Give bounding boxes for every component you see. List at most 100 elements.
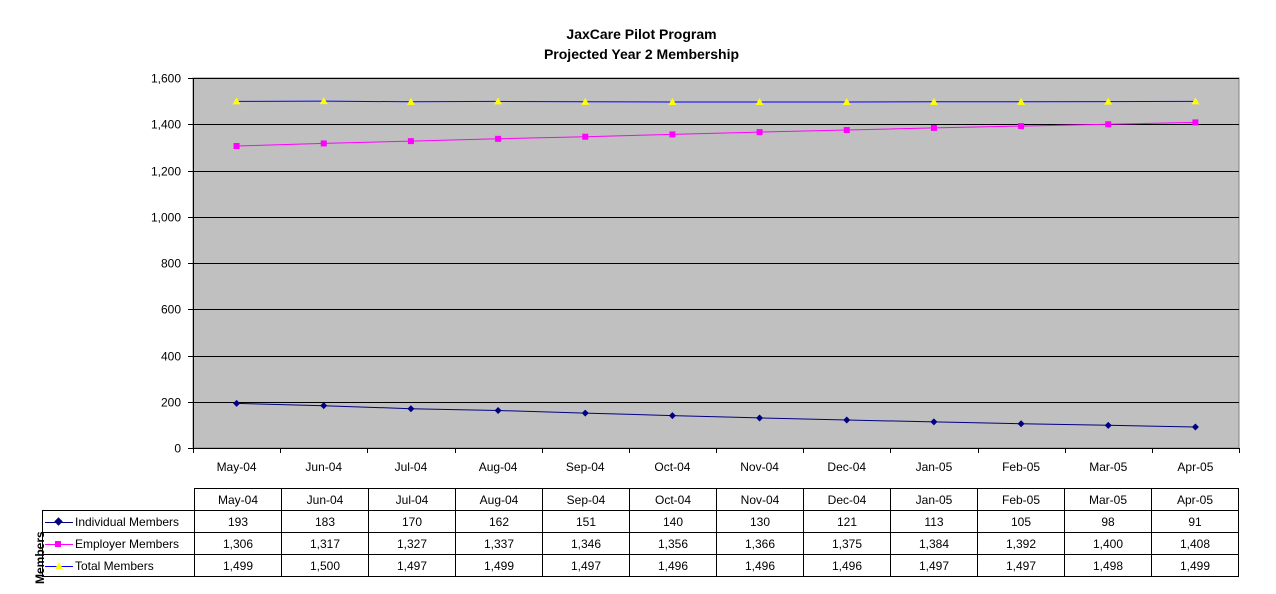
y-tick-label: 1,600: [151, 72, 181, 86]
data-point-diamond: [581, 409, 589, 417]
table-cell: 91: [1151, 510, 1239, 533]
table-cell: 98: [1064, 510, 1152, 533]
chart-subtitle: Projected Year 2 Membership: [543, 46, 740, 62]
x-tick-label: Feb-05: [1002, 460, 1040, 474]
data-point-square: [930, 124, 937, 131]
table-column-header: Aug-04: [455, 488, 543, 511]
data-point-square: [320, 140, 327, 147]
table-column-header: Jul-04: [368, 488, 456, 511]
series-line: [236, 100, 1196, 103]
data-point-triangle: [929, 97, 938, 105]
x-tick-label: Apr-05: [1177, 460, 1213, 474]
table-cell: 1,497: [542, 554, 630, 577]
table-cell: 1,498: [1064, 554, 1152, 577]
x-tick-label: Nov-04: [740, 460, 779, 474]
data-point-diamond: [1017, 420, 1025, 428]
x-tick-label: Jun-04: [305, 460, 342, 474]
series-line: [236, 121, 1196, 147]
data-point-diamond: [843, 416, 851, 424]
data-point-square: [582, 133, 589, 140]
table-cell: 1,496: [803, 554, 891, 577]
table-cell: 151: [542, 510, 630, 533]
data-point-diamond: [494, 407, 502, 415]
table-cell: 1,499: [194, 554, 282, 577]
table-column-header: Dec-04: [803, 488, 891, 511]
legend-key-label: Individual Members: [42, 510, 195, 533]
table-cell: 1,497: [890, 554, 978, 577]
legend-key-label: Total Members: [42, 554, 195, 577]
data-point-square: [495, 135, 502, 142]
y-tick-label: 400: [161, 350, 181, 364]
data-point-diamond: [1104, 421, 1112, 429]
data-point-square: [1105, 121, 1112, 128]
table-cell: 1,499: [455, 554, 543, 577]
x-tick-label: Mar-05: [1089, 460, 1127, 474]
data-point-triangle: [581, 97, 590, 105]
table-cell: 1,317: [281, 532, 369, 555]
x-tick-label: Oct-04: [654, 460, 690, 474]
series-name: Employer Members: [75, 536, 180, 551]
data-point-square: [1018, 123, 1025, 130]
y-tick-label: 1,200: [151, 165, 181, 179]
legend-key-label: Employer Members: [42, 532, 195, 555]
table-header-row: May-04 Jun-04 Jul-04 Aug-04 Sep-04 Oct-04 Nov-…: [43, 488, 1239, 511]
table-cell: 170: [368, 510, 456, 533]
data-point-diamond: [320, 402, 328, 410]
legend-key-square-icon: [45, 539, 73, 549]
data-point-diamond: [756, 414, 764, 422]
data-point-diamond: [668, 412, 676, 420]
y-tick-label: 800: [161, 257, 181, 271]
table-cell: 1,346: [542, 532, 630, 555]
x-tick-label: Jan-05: [916, 460, 953, 474]
table-column-header: Sep-04: [542, 488, 630, 511]
data-point-square: [756, 129, 763, 136]
data-point-square: [1192, 119, 1199, 126]
data-point-square: [669, 131, 676, 138]
data-point-diamond: [407, 405, 415, 413]
data-point-triangle: [842, 98, 851, 106]
x-tick-label: May-04: [217, 460, 257, 474]
series-name: Individual Members: [75, 514, 180, 529]
table-cell: 1,392: [977, 532, 1065, 555]
table-cell: 183: [281, 510, 369, 533]
data-point-square: [843, 127, 850, 134]
y-tick-label: 200: [161, 396, 181, 410]
data-point-triangle: [319, 97, 328, 105]
table-cell: 1,356: [629, 532, 717, 555]
table-cell: 1,408: [1151, 532, 1239, 555]
x-tick-label: Aug-04: [479, 460, 518, 474]
table-column-header: Nov-04: [716, 488, 804, 511]
table-cell: 130: [716, 510, 804, 533]
table-cell: 1,500: [281, 554, 369, 577]
table-column-header: Mar-05: [1064, 488, 1152, 511]
data-point-square: [233, 142, 240, 149]
table-cell: 1,366: [716, 532, 804, 555]
data-point-triangle: [755, 98, 764, 106]
table-column-header: Jan-05: [890, 488, 978, 511]
data-point-diamond: [1191, 423, 1199, 431]
table-cell: 1,499: [1151, 554, 1239, 577]
legend-key-triangle-icon: [45, 561, 73, 571]
table-cell: 1,496: [629, 554, 717, 577]
table-column-header: Apr-05: [1151, 488, 1239, 511]
data-point-triangle: [1017, 97, 1026, 105]
line-chart: 0 200 400 600 800 1,000 1,200 1,400 1,600 May-04 J…: [151, 72, 1240, 474]
table-column-header: Jun-04: [281, 488, 369, 511]
series-name: Total Members: [75, 558, 154, 573]
table-column-header: Feb-05: [977, 488, 1065, 511]
y-tick-label: 1,000: [151, 211, 181, 225]
table-row: Employer Members 1,306 1,317 1,327 1,337 1,34…: [42, 532, 1239, 555]
table-cell: 1,400: [1064, 532, 1152, 555]
table-cell: 1,306: [194, 532, 282, 555]
y-tick-label: 0: [174, 442, 181, 456]
table-cell: 1,497: [977, 554, 1065, 577]
table-cell: 105: [977, 510, 1065, 533]
data-table: May-04 Jun-04 Jul-04 Aug-04 Sep-04 Oct-04 Nov-…: [42, 488, 1239, 577]
y-tick-label: 600: [161, 303, 181, 317]
table-cell: 113: [890, 510, 978, 533]
table-column-header: Oct-04: [629, 488, 717, 511]
table-cell: 1,337: [455, 532, 543, 555]
data-point-triangle: [1104, 97, 1113, 105]
data-point-triangle: [232, 97, 241, 105]
table-cell: 1,496: [716, 554, 804, 577]
